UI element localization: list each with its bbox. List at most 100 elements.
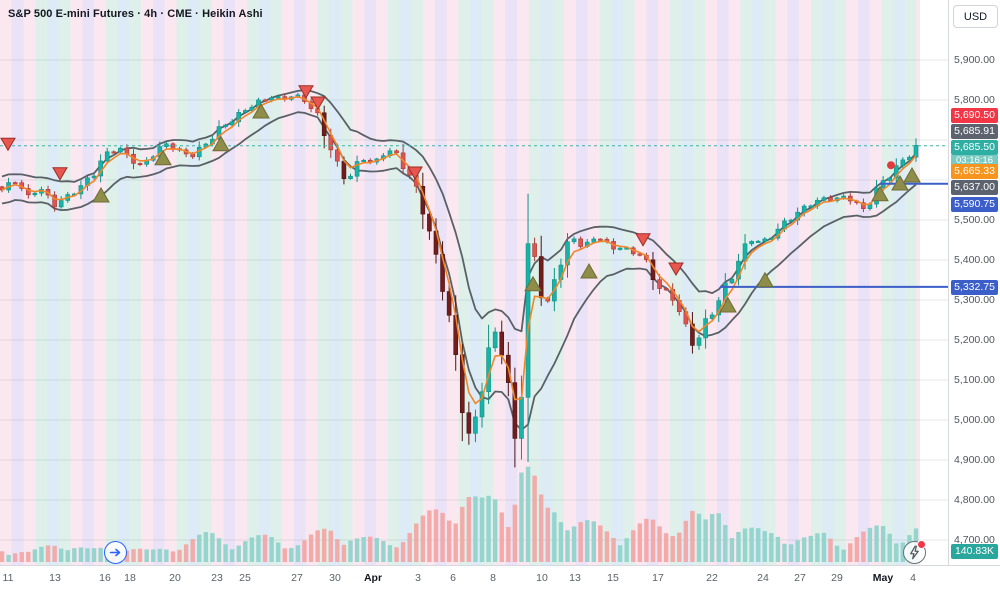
currency-button[interactable]: USD bbox=[953, 5, 998, 28]
heikin-ashi-candle bbox=[729, 278, 735, 284]
volume-bar bbox=[341, 544, 347, 562]
heikin-ashi-candle bbox=[762, 238, 768, 242]
volume-bar bbox=[177, 549, 182, 562]
volume-bar bbox=[466, 497, 472, 562]
volume-bar bbox=[769, 533, 774, 562]
heikin-ashi-candle bbox=[52, 194, 57, 208]
price-axis[interactable]: USD 5,900.00 5,800.00 5,500.00 5,400.00 5,30… bbox=[948, 0, 1000, 565]
time-axis-label: 29 bbox=[831, 572, 843, 584]
volume-bar bbox=[98, 547, 103, 562]
buy-signal-marker bbox=[891, 174, 909, 191]
alert-flash-button[interactable] bbox=[903, 540, 926, 564]
sell-signal-marker bbox=[407, 166, 423, 180]
heikin-ashi-candle bbox=[446, 291, 452, 316]
time-axis-label: 15 bbox=[607, 572, 619, 584]
heikin-ashi-candle bbox=[736, 260, 741, 280]
volume-bar bbox=[782, 543, 787, 562]
heikin-ashi-candle bbox=[598, 238, 603, 241]
volume-bar bbox=[394, 547, 399, 562]
chart-pane[interactable]: S&P 500 E-mini Futures · 4h · CME · Heik… bbox=[0, 0, 948, 565]
sell-signal-marker bbox=[52, 167, 68, 181]
volume-bar bbox=[585, 520, 590, 562]
time-axis[interactable]: 11 13 16 18 20 23 25 27 30 Apr 3 6 8 10 13 15 17 22 24 27 29… bbox=[0, 565, 1000, 590]
volume-bar bbox=[368, 536, 373, 562]
buy-signal-marker bbox=[524, 275, 542, 292]
volume-bar bbox=[861, 531, 866, 562]
volume-bar bbox=[52, 545, 57, 562]
price-tick-label: 5,500.00 bbox=[954, 213, 995, 226]
volume-bar bbox=[361, 537, 366, 562]
signal-dot-marker bbox=[887, 161, 895, 170]
volume-bar bbox=[703, 519, 708, 562]
price-tick-label: 5,000.00 bbox=[954, 413, 995, 426]
time-axis-label: 4 bbox=[910, 572, 916, 584]
volume-bar bbox=[525, 466, 531, 562]
heikin-ashi-candle bbox=[32, 192, 38, 196]
signal-price-label: 5,637.00 bbox=[951, 179, 998, 195]
goto-realtime-button[interactable] bbox=[104, 541, 127, 564]
volume-bar bbox=[815, 533, 820, 562]
heikin-ashi-candle bbox=[12, 182, 18, 185]
time-axis-label: 30 bbox=[329, 572, 341, 584]
volume-bar bbox=[519, 472, 524, 562]
heikin-ashi-candle bbox=[532, 243, 537, 257]
buy-signal-marker bbox=[580, 262, 598, 279]
heikin-ashi-candle bbox=[26, 188, 31, 196]
time-axis-label: 25 bbox=[239, 572, 251, 584]
volume-bar bbox=[381, 541, 386, 562]
volume-bar bbox=[506, 526, 511, 562]
volume-bar bbox=[775, 536, 781, 562]
volume-bar bbox=[427, 510, 432, 562]
volume-bar bbox=[262, 534, 268, 562]
buy-signal-marker bbox=[719, 296, 737, 313]
heikin-ashi-candle bbox=[104, 151, 110, 162]
heikin-ashi-candle bbox=[427, 213, 432, 232]
volume-bar bbox=[834, 545, 840, 562]
heikin-ashi-candle bbox=[512, 382, 518, 439]
volume-bar bbox=[335, 539, 340, 562]
volume-bar bbox=[874, 525, 879, 562]
chart-canvas[interactable] bbox=[0, 0, 948, 565]
volume-bar bbox=[894, 543, 899, 562]
heikin-ashi-candle bbox=[58, 200, 64, 208]
heikin-ashi-candle bbox=[269, 97, 274, 101]
volume-bar bbox=[591, 521, 596, 562]
heikin-ashi-candle bbox=[394, 150, 399, 154]
volume-bar bbox=[473, 496, 478, 562]
price-tick-label: 4,800.00 bbox=[954, 493, 995, 506]
volume-bar bbox=[709, 514, 715, 562]
high-price-label: 5,690.50 bbox=[951, 107, 998, 123]
volume-bar bbox=[690, 510, 695, 562]
volume-bar bbox=[808, 535, 813, 562]
sell-signal-marker bbox=[668, 262, 684, 276]
volume-bar bbox=[308, 534, 314, 562]
time-axis-label: 27 bbox=[794, 572, 806, 584]
volume-bar bbox=[12, 553, 18, 562]
sell-signal-marker bbox=[310, 96, 326, 110]
heikin-ashi-candle bbox=[723, 282, 728, 301]
volume-bar bbox=[802, 537, 807, 562]
price-tick-label: 4,900.00 bbox=[954, 453, 995, 466]
heikin-ashi-candle bbox=[223, 124, 228, 127]
volume-bar bbox=[486, 495, 491, 562]
volume-bar bbox=[617, 545, 623, 562]
volume-bar bbox=[880, 526, 886, 562]
heikin-ashi-candle bbox=[742, 243, 748, 262]
price-tick-label: 5,200.00 bbox=[954, 333, 995, 346]
heikin-ashi-candle bbox=[801, 205, 807, 213]
volume-bar bbox=[552, 512, 557, 562]
volume-bar bbox=[157, 548, 163, 562]
heikin-ashi-candle bbox=[473, 416, 478, 434]
heikin-ashi-candle bbox=[900, 159, 906, 166]
volume-bar bbox=[210, 533, 215, 562]
heikin-ashi-candle bbox=[229, 121, 235, 126]
volume-bar bbox=[282, 548, 287, 562]
time-axis-label: 22 bbox=[706, 572, 718, 584]
heikin-ashi-candle bbox=[565, 241, 570, 266]
volume-bar bbox=[72, 548, 77, 562]
heikin-ashi-candle bbox=[591, 238, 597, 243]
volume-bar bbox=[414, 523, 419, 562]
volume-bar bbox=[670, 536, 675, 562]
heikin-ashi-candle bbox=[821, 197, 827, 201]
volume-bar bbox=[558, 522, 564, 562]
